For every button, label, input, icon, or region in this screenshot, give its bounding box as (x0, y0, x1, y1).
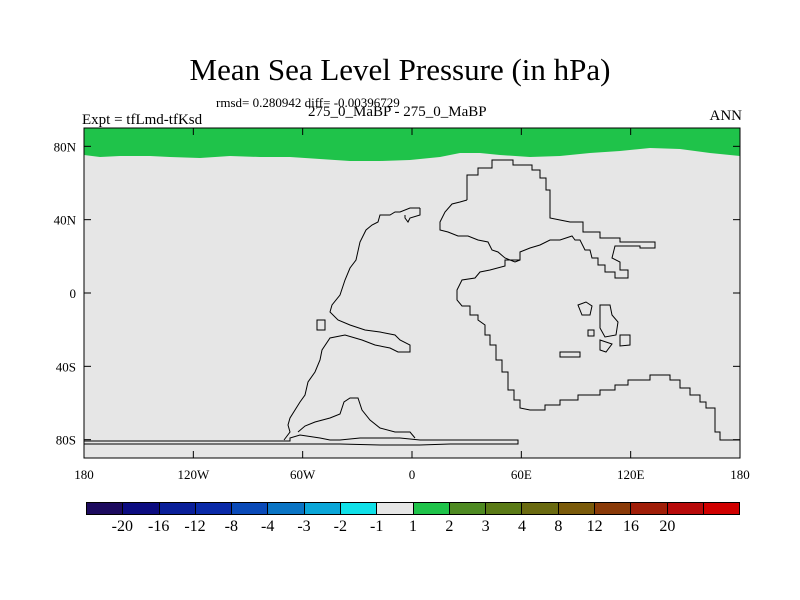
lat-tick-label: 40S (56, 359, 76, 374)
colorbar-label: -8 (224, 518, 238, 535)
colorbar-swatch (594, 503, 632, 514)
north-band-region (84, 128, 740, 161)
colorbar-label: -1 (369, 518, 384, 535)
colorbar-swatch (304, 503, 341, 514)
colorbar-swatch (87, 503, 124, 514)
colorbar-label: 8 (554, 518, 563, 535)
island-east-e (587, 329, 595, 337)
colorbar-swatch (667, 503, 704, 514)
south-ridge-outline (84, 434, 519, 446)
colorbar-swatch (123, 503, 160, 514)
colorbar-label: -12 (184, 518, 206, 535)
south-peak-outline (297, 397, 416, 439)
lat-tick-label: 80S (56, 433, 76, 448)
lon-tick-label: 180 (74, 467, 94, 482)
colorbar-swatch (340, 503, 378, 514)
colorbar-swatch (486, 503, 523, 514)
lat-tick-label: 80N (54, 139, 77, 154)
colorbar-swatch (377, 503, 414, 514)
colorbar-label: 2 (445, 518, 454, 535)
colorbar-label: -16 (147, 518, 170, 535)
colorbar-label: -20 (111, 518, 133, 535)
colorbar-swatch (522, 503, 559, 514)
lon-tick-label: 0 (409, 467, 416, 482)
island-east-d (559, 351, 581, 358)
colorbar (86, 502, 740, 515)
island-east-c (619, 334, 631, 347)
island-east-a (577, 301, 593, 316)
west-landmass-outline (283, 207, 420, 441)
continent-outline (456, 159, 740, 441)
experiment-label: Expt = tfLmd-tfKsd (82, 112, 203, 128)
colorbar-label: 1 (409, 518, 417, 535)
colorbar-swatch (195, 503, 233, 514)
season-label: ANN (709, 108, 743, 124)
colorbar-label: -3 (297, 518, 311, 535)
island-east-f (599, 339, 613, 353)
lat-tick-label: 0 (70, 286, 77, 301)
lon-tick-label: 180 (730, 467, 750, 482)
lat-tick-label: 40N (54, 213, 77, 228)
colorbar-swatch (558, 503, 595, 514)
map-field (84, 128, 740, 458)
continent-outline-north (439, 199, 521, 263)
island-east-b (599, 304, 619, 338)
colorbar-labels: -20 -16 -12 -8 -4 -3 -2 -1 1 2 3 4 8 12 16 20 (86, 518, 740, 540)
west-landmass-top (404, 208, 421, 223)
colorbar-label: 20 (659, 518, 676, 535)
colorbar-label: 16 (623, 518, 639, 535)
colorbar-label: -2 (333, 518, 347, 535)
colorbar-swatch (703, 503, 740, 514)
lon-tick-label: 120W (177, 467, 210, 482)
map-title: Mean Sea Level Pressure (in hPa) (189, 52, 611, 87)
colorbar-swatch (232, 503, 269, 514)
colorbar-label: 3 (481, 518, 490, 535)
lon-tick-label: 120E (617, 467, 645, 482)
lon-tick-label: 60W (290, 467, 316, 482)
island-west (316, 319, 326, 331)
colorbar-swatch (413, 503, 450, 514)
coastlines (84, 159, 740, 446)
colorbar-label: -4 (260, 518, 275, 535)
colorbar-swatch (268, 503, 305, 514)
colorbar-label: 12 (586, 518, 603, 535)
period-label: 275_0_MaBP - 275_0_MaBP (308, 104, 487, 120)
axis-ticks: 80N 40N 0 40S 80S 180 120W 60W 0 60E 120E 180 (54, 128, 750, 482)
colorbar-label: 4 (518, 518, 526, 535)
colorbar-swatch (159, 503, 196, 514)
lon-tick-label: 60E (511, 467, 532, 482)
colorbar-swatch (449, 503, 487, 514)
colorbar-swatch (631, 503, 668, 514)
stats-text: rmsd= 0.280942 diff= -0.00396729 (216, 95, 400, 110)
